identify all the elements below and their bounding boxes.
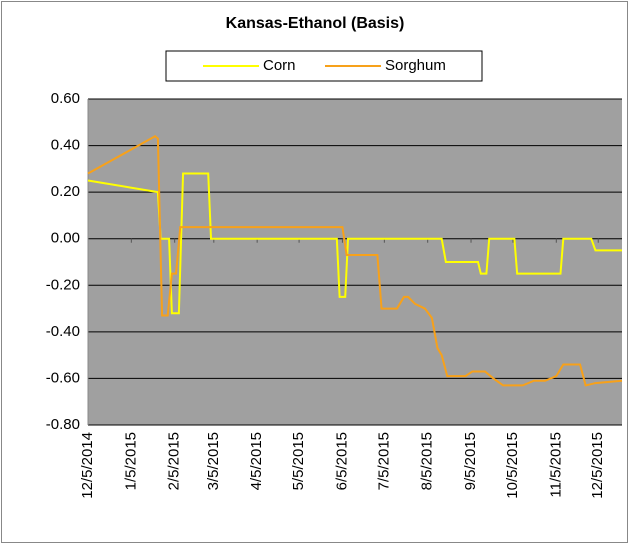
x-tick-label: 5/5/2015 xyxy=(290,432,307,490)
y-tick-label: -0.80 xyxy=(46,416,80,433)
chart-title: Kansas-Ethanol (Basis) xyxy=(226,15,405,32)
y-tick-label: -0.40 xyxy=(46,323,80,340)
y-tick-label: 0.60 xyxy=(51,90,80,107)
x-tick-label: 7/5/2015 xyxy=(375,432,392,490)
x-tick-label: 9/5/2015 xyxy=(462,432,479,490)
y-tick-label: 0.40 xyxy=(51,137,80,154)
x-tick-label: 3/5/2015 xyxy=(205,432,222,490)
series-line xyxy=(87,172,622,315)
legend-label: Corn xyxy=(263,57,296,74)
y-tick-label: -0.60 xyxy=(46,369,80,386)
x-tick-label: 11/5/2015 xyxy=(547,432,564,498)
y-tick-label: 0.20 xyxy=(51,183,80,200)
x-tick-label: 1/5/2015 xyxy=(122,432,139,490)
y-tick-label: -0.20 xyxy=(46,276,80,293)
x-tick-label: 12/5/2014 xyxy=(79,432,96,499)
x-tick-label: 10/5/2015 xyxy=(504,432,521,499)
x-tick-label: 2/5/2015 xyxy=(166,432,183,490)
x-tick-label: 6/5/2015 xyxy=(333,432,350,490)
series-line xyxy=(87,135,623,387)
y-tick-label: 0.00 xyxy=(51,230,80,247)
legend-label: Sorghum xyxy=(385,57,446,74)
plot-background xyxy=(88,99,622,425)
x-tick-label: 12/5/2015 xyxy=(589,432,606,499)
x-tick-label: 4/5/2015 xyxy=(248,432,265,490)
x-tick-label: 8/5/2015 xyxy=(419,432,436,490)
